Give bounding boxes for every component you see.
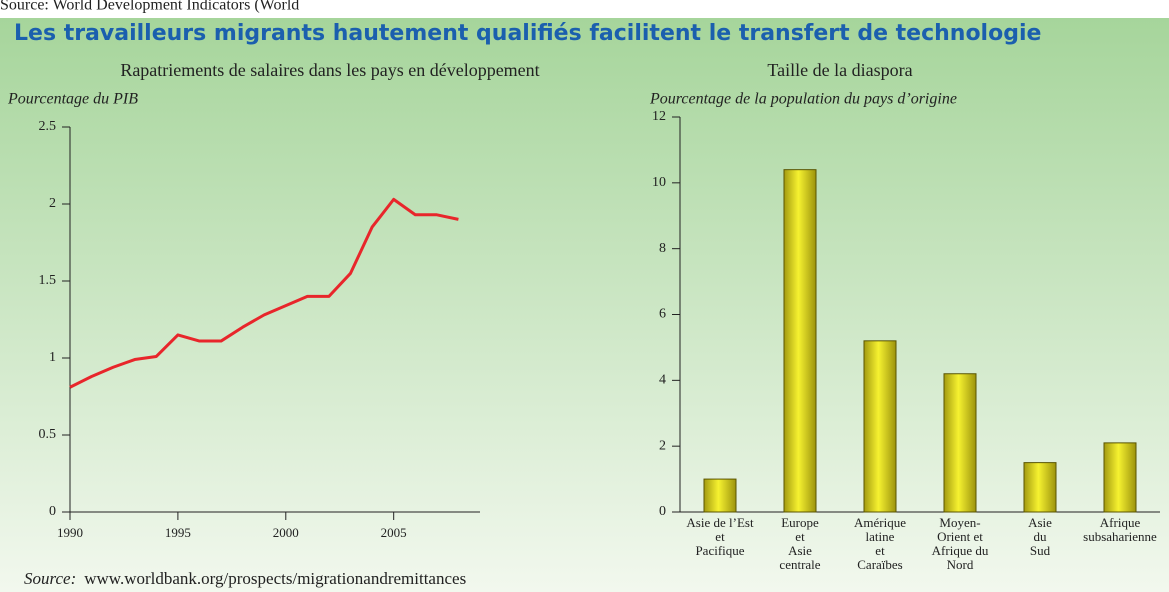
top-strip [0,0,1169,18]
figure-title: Les travailleurs migrants hautement qual… [14,21,1041,46]
y-tick-label: 6 [659,307,666,322]
y-tick-label: 0.5 [39,427,57,442]
y-tick-label: 2 [49,196,56,211]
bar [783,169,817,513]
y-tick-label: 2 [659,438,666,453]
x-tick-label: Moyen-Orient et Afrique du Nord [932,515,989,572]
chart-title: Rapatriements de salaires dans les pays … [120,60,539,80]
x-tick-label: 2000 [273,525,299,540]
x-tick-label: 2005 [381,525,407,540]
bar [703,478,737,513]
x-tick-label: 1990 [57,525,83,540]
x-tick-label: Asie de l’Est et Pacifique [686,515,754,558]
y-tick-label: 4 [659,373,666,388]
source-label: Source: [24,569,76,588]
y-axis-label: Pourcentage du PIB [7,91,138,108]
x-tick-label: Amérique latine et Caraïbes [854,515,906,572]
bar [863,340,897,513]
source: Source: www.worldbank.org/prospects/migra… [24,569,466,588]
x-tick-label: Europe et Asie centrale [779,515,820,572]
y-tick-label: 1.5 [39,273,57,288]
y-tick-label: 0 [659,504,666,519]
x-tick-label: Asie du Sud [1028,515,1052,558]
x-tick-label: 1995 [165,525,191,540]
bar [1103,442,1137,513]
bar [1023,462,1057,513]
source-url: www.worldbank.org/prospects/migrationand… [84,569,466,588]
y-tick-label: 8 [659,241,666,256]
y-tick-label: 1 [49,350,56,365]
x-tick-label: Afrique subsaharienne [1083,515,1157,544]
y-axis-label: Pourcentage de la population du pays d’o… [649,91,957,108]
y-tick-label: 2.5 [39,119,57,134]
y-tick-label: 10 [652,175,666,190]
line-series [69,197,459,389]
background [0,18,1169,592]
header-text: Source: World Development Indicators (Wo… [0,0,299,14]
bar [943,373,977,513]
chart-title: Taille de la diaspora [767,60,912,80]
y-tick-label: 0 [49,504,56,519]
y-tick-label: 12 [652,109,666,124]
